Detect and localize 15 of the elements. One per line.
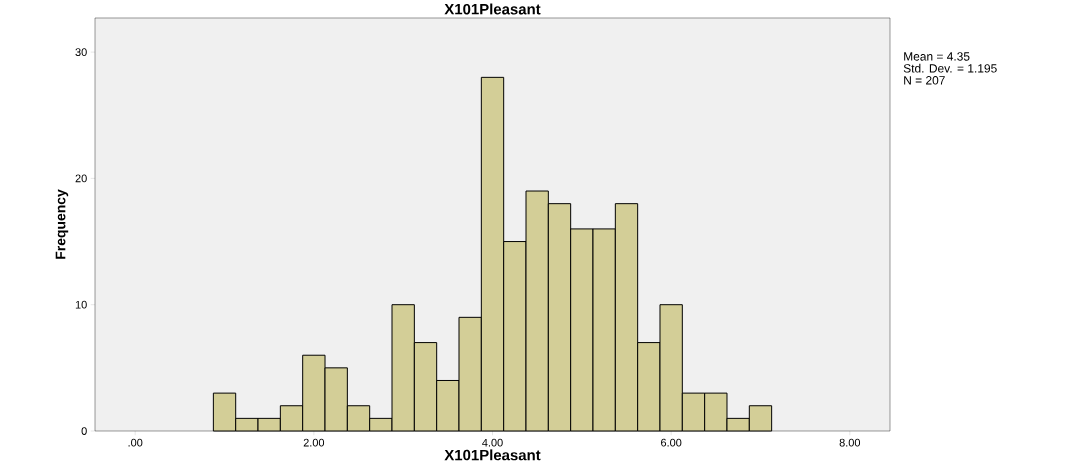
- x-tick-label: .00: [128, 438, 143, 447]
- x-tick-label: 8.00: [839, 438, 861, 447]
- x-tick-label: 4.00: [482, 438, 503, 447]
- y-tick-label: 0: [81, 427, 87, 435]
- y-tick-label: 30: [75, 48, 87, 56]
- x-tick-label: 2.00: [303, 438, 325, 447]
- chart-title: X101Pleasant: [444, 3, 541, 15]
- x-tick-label: 6.00: [661, 438, 682, 447]
- y-tick-label: 10: [75, 300, 87, 309]
- text: Std. Dev. = 1.195: [903, 63, 997, 73]
- x-axis-title: X101Pleasant: [444, 449, 541, 461]
- y-axis-title: Frequency: [55, 189, 69, 259]
- text: Mean = 4.35: [904, 52, 970, 61]
- text: N = 207: [904, 76, 945, 85]
- y-tick-label: 20: [75, 174, 87, 183]
